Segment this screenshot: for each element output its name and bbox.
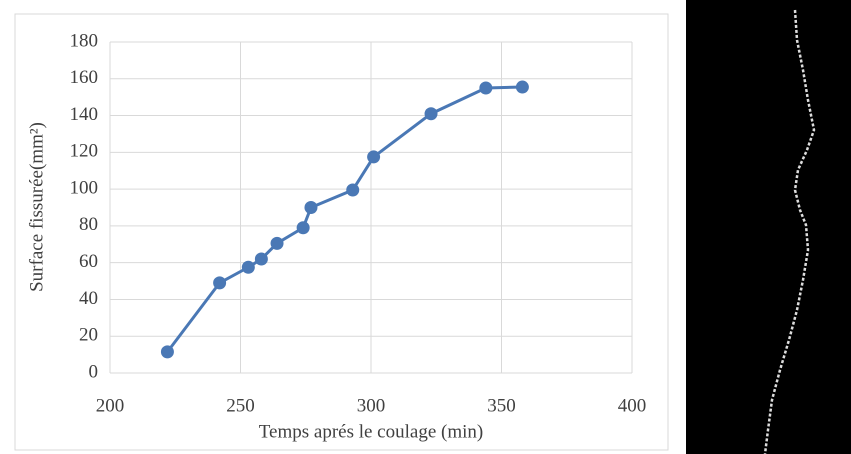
- y-tick-label: 60: [79, 251, 98, 272]
- y-tick-label: 40: [79, 288, 98, 309]
- y-tick-label: 180: [70, 30, 99, 51]
- point: [516, 81, 529, 94]
- chart-frame: [15, 14, 668, 450]
- x-axis-label: Temps aprés le coulage (min): [259, 421, 483, 442]
- point: [425, 107, 438, 120]
- x-tick-label: 250: [226, 395, 255, 416]
- y-tick-label: 0: [89, 361, 99, 382]
- crack-image: [686, 0, 851, 454]
- y-tick-label: 20: [79, 325, 98, 346]
- point: [213, 276, 226, 289]
- point: [297, 221, 310, 234]
- point: [242, 261, 255, 274]
- point: [367, 150, 380, 163]
- point: [255, 252, 268, 265]
- y-tick-label: 80: [79, 214, 98, 235]
- x-tick-label: 300: [357, 395, 386, 416]
- y-tick-label: 160: [70, 67, 99, 88]
- y-axis-label: Surface fissurée(mm²): [26, 122, 47, 292]
- x-tick-label: 350: [487, 395, 516, 416]
- point: [346, 184, 359, 197]
- point: [271, 237, 284, 250]
- point: [479, 81, 492, 94]
- y-tick-label: 100: [70, 177, 99, 198]
- y-tick-label: 140: [70, 104, 99, 125]
- point: [161, 345, 174, 358]
- x-tick-label: 400: [618, 395, 647, 416]
- point: [304, 201, 317, 214]
- x-tick-label: 200: [96, 395, 125, 416]
- page: Temps aprés le coulage (min) Surface fis…: [0, 0, 851, 454]
- y-tick-label: 120: [70, 141, 99, 162]
